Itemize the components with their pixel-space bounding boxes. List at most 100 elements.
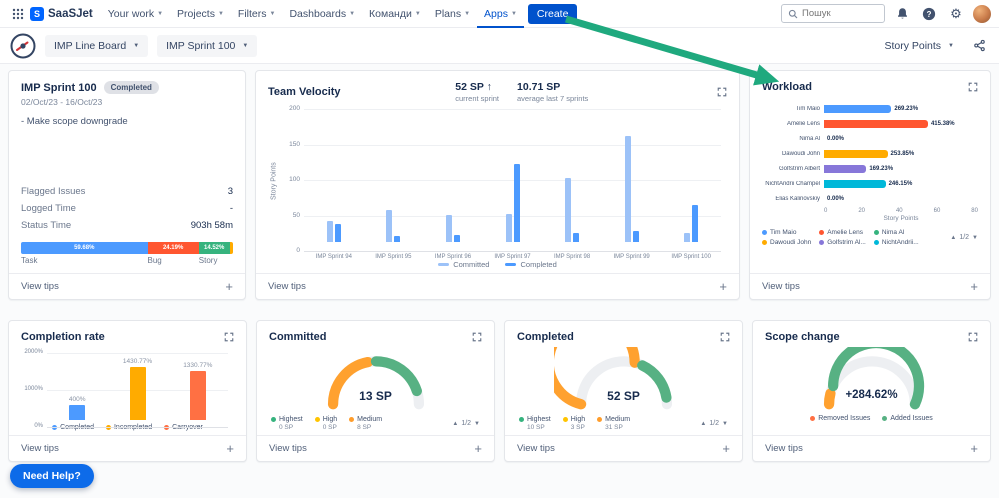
view-tips-link[interactable]: View tips (21, 443, 59, 454)
legend-item[interactable]: Medium 8 SP (349, 416, 382, 431)
add-icon[interactable]: + (970, 441, 978, 456)
search-box[interactable] (781, 4, 885, 23)
legend-item[interactable]: Tim Maio (762, 229, 811, 236)
legend-value: 31 SP (605, 424, 623, 431)
page-down-icon[interactable]: ▼ (722, 420, 728, 427)
nav-item-your-work[interactable]: Your work ▼ (101, 0, 170, 28)
velocity-bar[interactable] (505, 213, 512, 242)
legend-label: High (322, 416, 338, 423)
expand-icon[interactable] (968, 82, 978, 92)
expand-icon[interactable] (720, 332, 730, 342)
velocity-kpis: 52 SP ↑ current sprint 10.71 SP average … (455, 81, 588, 103)
legend-item[interactable]: Medium 31 SP (597, 416, 630, 431)
velocity-bar[interactable] (334, 224, 341, 242)
view-tips-link[interactable]: View tips (765, 443, 803, 454)
expand-icon[interactable] (717, 87, 727, 97)
view-tips-link[interactable]: View tips (268, 281, 306, 292)
legend-item[interactable]: High 3 SP (562, 416, 585, 431)
help-icon[interactable]: ? (919, 4, 939, 24)
velocity-bar[interactable] (632, 231, 639, 242)
notifications-bell-icon[interactable] (892, 4, 912, 24)
legend-item[interactable]: Amelie Lens (819, 229, 866, 236)
legend-item[interactable]: Nima Al (873, 229, 919, 236)
search-input[interactable] (802, 8, 878, 19)
legend-item[interactable]: Highest 10 SP (519, 416, 551, 431)
view-tips-link[interactable]: View tips (269, 443, 307, 454)
velocity-bar[interactable] (394, 236, 401, 242)
legend-label: Highest (527, 416, 551, 423)
distribution-label: Bug (147, 256, 162, 265)
metric-select[interactable]: Story Points ▼ (875, 35, 963, 57)
view-tips-link[interactable]: View tips (517, 443, 555, 454)
velocity-bar[interactable] (573, 233, 580, 242)
nav-item-plans[interactable]: Plans ▼ (428, 0, 477, 28)
workload-bar[interactable] (824, 179, 886, 188)
velocity-bar[interactable] (513, 163, 520, 242)
completion-bar[interactable] (69, 405, 86, 420)
view-tips-link[interactable]: View tips (762, 281, 800, 292)
workload-bar[interactable] (824, 164, 867, 173)
workload-bar[interactable] (824, 104, 892, 113)
legend-dot (819, 240, 825, 245)
add-icon[interactable]: + (474, 441, 482, 456)
brand-logo[interactable]: S SaaSJet (30, 6, 93, 21)
add-icon[interactable]: + (970, 279, 978, 294)
legend-item[interactable]: High 0 SP (314, 416, 338, 431)
nav-item-apps[interactable]: Apps ▼ (477, 0, 524, 28)
legend-item[interactable]: Committed (438, 260, 489, 269)
legend-dot (519, 417, 524, 422)
stat-value: - (229, 203, 233, 214)
sprint-select[interactable]: IMP Sprint 100 ▼ (157, 34, 258, 57)
page-down-icon[interactable]: ▼ (972, 234, 978, 241)
completion-bar[interactable] (189, 370, 206, 420)
nav-item-teams[interactable]: Команди ▼ (362, 0, 428, 28)
share-icon[interactable] (969, 36, 989, 56)
completion-bar[interactable] (129, 367, 146, 420)
velocity-bar[interactable] (326, 220, 333, 242)
page-up-icon[interactable]: ▲ (700, 420, 707, 427)
add-icon[interactable]: + (226, 441, 234, 456)
app-switcher-icon[interactable] (8, 4, 28, 24)
expand-icon[interactable] (968, 332, 978, 342)
velocity-bar[interactable] (624, 135, 631, 242)
velocity-bar[interactable] (684, 232, 691, 242)
workload-bar[interactable] (824, 119, 928, 128)
expand-icon[interactable] (472, 332, 482, 342)
page-up-icon[interactable]: ▲ (950, 234, 957, 241)
legend-item[interactable]: NichtAndrii... (873, 239, 919, 246)
workload-track: 0.00% (824, 135, 978, 143)
page-down-icon[interactable]: ▼ (474, 420, 480, 427)
add-icon[interactable]: + (722, 441, 730, 456)
board-select[interactable]: IMP Line Board ▼ (45, 34, 149, 57)
add-icon[interactable]: + (225, 279, 233, 294)
legend-item[interactable]: Dawoudi John (762, 239, 811, 246)
expand-icon[interactable] (224, 332, 234, 342)
create-button[interactable]: Create (527, 3, 578, 24)
x-tick-label: IMP Sprint 98 (553, 254, 591, 260)
issue-type-distribution-bar: 59.68% 24.19% 14.52% (21, 242, 233, 254)
kpi-value: 10.71 SP (517, 81, 561, 93)
velocity-bar[interactable] (692, 205, 699, 242)
legend-item[interactable]: Added Issues (882, 415, 933, 422)
legend-item[interactable]: Removed Issues (810, 415, 870, 422)
velocity-bar[interactable] (445, 215, 452, 242)
workload-bar[interactable] (824, 149, 888, 158)
velocity-bar[interactable] (386, 210, 393, 242)
workload-row: Amelie Lens 415.38% (762, 116, 978, 131)
legend-item[interactable]: Completed (505, 260, 557, 269)
page-up-icon[interactable]: ▲ (452, 420, 459, 427)
nav-item-projects[interactable]: Projects ▼ (170, 0, 231, 28)
settings-gear-icon[interactable]: ⚙ (950, 6, 962, 21)
add-icon[interactable]: + (719, 279, 727, 294)
search-icon (788, 9, 798, 18)
velocity-bar[interactable] (453, 234, 460, 242)
legend-label-row: High (314, 416, 338, 423)
legend-item[interactable]: Highest 0 SP (271, 416, 303, 431)
legend-item[interactable]: Golfstrim Al... (819, 239, 866, 246)
velocity-bar[interactable] (565, 178, 572, 242)
view-tips-link[interactable]: View tips (21, 281, 59, 292)
nav-item-filters[interactable]: Filters ▼ (231, 0, 283, 28)
user-avatar[interactable] (973, 4, 991, 23)
nav-item-dashboards[interactable]: Dashboards ▼ (282, 0, 362, 28)
need-help-button[interactable]: Need Help? (10, 464, 94, 488)
